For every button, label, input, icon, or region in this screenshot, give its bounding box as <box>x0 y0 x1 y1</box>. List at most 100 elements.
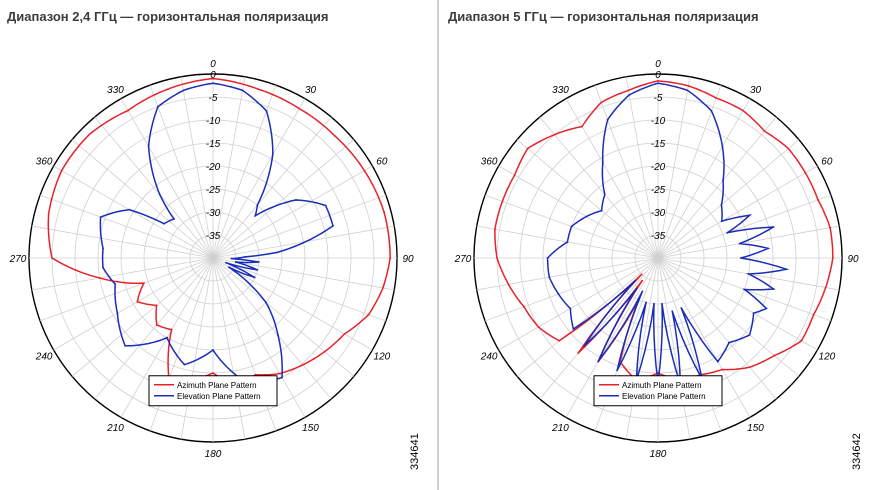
data-point <box>748 333 751 336</box>
grid-spoke <box>476 257 659 291</box>
panel-2-4ghz: Диапазон 2,4 ГГц — горизонтальная поляри… <box>0 0 436 490</box>
data-point <box>720 220 723 223</box>
grid-spoke <box>657 76 691 259</box>
angle-label: 30 <box>750 85 762 96</box>
data-point <box>182 89 185 92</box>
data-point <box>603 193 606 196</box>
panel-5ghz: Диапазон 5 ГГц — горизонтальная поляриза… <box>441 0 876 490</box>
data-point <box>494 228 496 231</box>
data-point <box>747 273 750 275</box>
data-point <box>640 273 643 276</box>
data-point <box>147 145 150 148</box>
angle-label: 180 <box>205 449 222 460</box>
angle-label: 180 <box>650 449 667 460</box>
data-point <box>553 133 556 136</box>
data-point <box>721 368 724 371</box>
polar-chart-2-4ghz: 0 -5 -10 -15 -20 -25 -30 -35 0 30 60 90 120 150 180 210… <box>9 59 414 460</box>
grid-spoke <box>39 257 214 322</box>
grid-spoke <box>498 165 659 259</box>
grid-spoke <box>594 84 659 259</box>
data-point <box>60 169 63 172</box>
grid-spoke <box>212 257 373 351</box>
legend-label: Elevation Plane Pattern <box>622 392 706 401</box>
angle-label: 240 <box>480 352 498 363</box>
data-point <box>824 286 827 289</box>
data-point <box>817 198 819 201</box>
grid-spoke <box>625 76 659 259</box>
data-point <box>600 101 603 104</box>
data-point <box>271 153 274 156</box>
data-point <box>256 204 259 207</box>
radial-tick-label: -30 <box>651 208 666 219</box>
data-point <box>687 84 690 87</box>
data-point <box>254 214 257 217</box>
grid-spoke <box>212 257 306 418</box>
data-point <box>264 301 267 304</box>
data-point <box>557 293 560 296</box>
data-point <box>569 307 572 310</box>
angle-label: 150 <box>747 423 764 434</box>
data-point <box>173 218 175 220</box>
data-point <box>627 89 630 92</box>
data-point <box>114 283 117 286</box>
angle-label: 60 <box>821 157 833 168</box>
angle-label: 330 <box>107 85 124 96</box>
angle-label: 60 <box>376 157 388 168</box>
radial-tick-label: -30 <box>206 208 221 219</box>
data-point <box>752 312 755 315</box>
chart-title: Диапазон 5 ГГц — горизонтальная поляриза… <box>448 9 759 24</box>
panel-divider <box>437 0 439 490</box>
data-point <box>241 89 244 92</box>
data-point <box>254 373 257 376</box>
data-point <box>600 209 603 212</box>
grid-spoke <box>212 257 332 400</box>
angle-label: 90 <box>847 254 859 265</box>
grid-spoke <box>212 257 395 291</box>
data-point <box>163 222 165 225</box>
data-point <box>748 366 751 369</box>
grid-spoke <box>657 165 818 259</box>
grid-spoke <box>212 84 277 259</box>
data-point <box>726 231 729 234</box>
data-point <box>601 161 604 164</box>
angle-label: 330 <box>552 85 569 96</box>
data-point <box>641 279 644 282</box>
grid-spoke <box>53 257 214 351</box>
grid-spoke <box>212 165 373 259</box>
grid-spoke <box>180 76 214 259</box>
data-point <box>721 145 724 148</box>
data-point <box>657 80 659 82</box>
data-point <box>212 77 214 80</box>
radial-tick-label: 0 <box>655 70 661 81</box>
grid-spoke <box>516 257 659 377</box>
angle-label: 150 <box>302 423 319 434</box>
data-point <box>124 344 127 347</box>
grid-spoke <box>657 225 840 259</box>
data-point <box>389 257 391 259</box>
grid-spoke <box>484 257 659 322</box>
data-point <box>99 216 102 218</box>
grid-spoke <box>657 257 818 351</box>
data-point <box>334 135 336 137</box>
grid-spoke <box>498 257 659 351</box>
data-point <box>743 288 746 291</box>
grid-spoke <box>657 257 751 418</box>
data-point <box>812 313 815 316</box>
grid-spoke <box>212 257 387 322</box>
data-point <box>343 333 346 335</box>
radial-tick-label: 0 <box>210 70 216 81</box>
data-point <box>566 241 569 243</box>
data-point <box>831 257 834 259</box>
data-point <box>281 376 283 379</box>
polar-chart-5ghz: 0 -5 -10 -15 -20 -25 -30 -35 0 30 60 90 120 150 180 210… <box>454 59 859 460</box>
data-point <box>657 82 659 85</box>
data-point <box>686 89 689 92</box>
radial-tick-label: -35 <box>206 231 221 242</box>
angle-label: 210 <box>551 423 569 434</box>
grid-spoke <box>149 84 214 259</box>
angle-label: 270 <box>9 254 27 265</box>
data-point <box>767 247 769 250</box>
angle-label: 0 <box>210 59 216 70</box>
data-point <box>265 110 268 112</box>
data-point <box>606 118 609 121</box>
